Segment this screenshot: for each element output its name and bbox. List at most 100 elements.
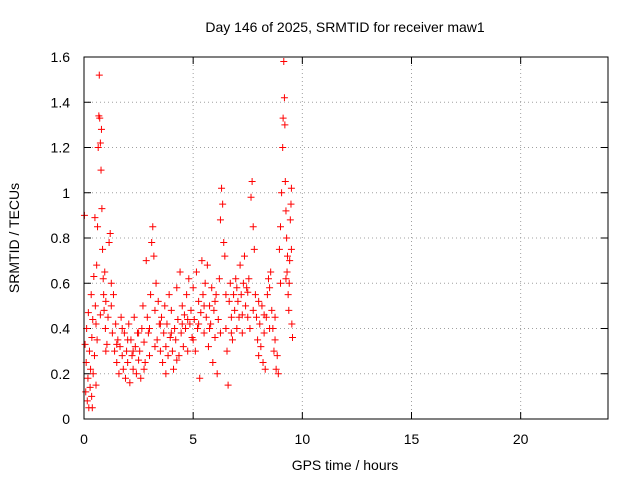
data-point xyxy=(208,284,216,292)
y-tick-label: 1.2 xyxy=(51,140,71,156)
data-point xyxy=(101,268,109,276)
data-point xyxy=(149,223,157,231)
data-point xyxy=(255,352,263,360)
data-point xyxy=(185,275,193,283)
data-point xyxy=(166,334,174,342)
data-point xyxy=(228,336,236,344)
data-point xyxy=(108,329,116,337)
data-point xyxy=(270,347,278,355)
data-point xyxy=(154,297,162,305)
grid-lines xyxy=(84,57,608,419)
data-point xyxy=(254,336,262,344)
data-point xyxy=(163,320,171,328)
data-point xyxy=(248,177,256,185)
data-point xyxy=(250,245,258,253)
data-point xyxy=(118,325,126,332)
data-point xyxy=(263,291,271,299)
data-point xyxy=(184,347,192,355)
data-point xyxy=(251,291,259,299)
data-point xyxy=(85,347,93,355)
data-point xyxy=(231,306,239,314)
data-point xyxy=(209,358,217,366)
data-point xyxy=(123,347,131,355)
data-point xyxy=(91,302,99,310)
data-point xyxy=(117,313,125,321)
data-point xyxy=(144,329,152,337)
y-tick-labels: 0 0.2 0.4 0.6 0.8 1 1.2 1.4 1.6 xyxy=(51,49,71,427)
data-point xyxy=(226,279,234,287)
data-point xyxy=(239,279,247,287)
y-axis-label: SRMTID / TECUs xyxy=(6,183,22,293)
data-point xyxy=(89,315,97,323)
data-point xyxy=(97,166,105,174)
data-point xyxy=(153,336,161,344)
data-point xyxy=(112,320,120,328)
data-point xyxy=(171,325,179,332)
y-tick-label: 0.8 xyxy=(51,230,71,246)
data-point xyxy=(280,94,288,102)
data-point xyxy=(142,257,150,265)
data-point xyxy=(179,343,187,351)
data-point xyxy=(156,320,164,328)
data-point xyxy=(97,125,105,133)
data-point xyxy=(258,302,266,310)
data-point xyxy=(220,239,228,247)
data-point xyxy=(285,279,293,287)
data-point xyxy=(140,365,148,373)
data-point xyxy=(186,320,194,328)
data-point xyxy=(192,268,200,276)
data-point xyxy=(136,347,144,355)
data-point xyxy=(287,245,295,253)
data-point xyxy=(102,297,110,305)
data-point xyxy=(140,338,148,346)
data-point xyxy=(120,329,128,337)
data-point xyxy=(280,58,288,66)
data-point xyxy=(288,320,296,328)
data-point xyxy=(83,397,91,405)
data-point xyxy=(100,306,108,314)
data-point xyxy=(189,284,197,292)
data-point xyxy=(168,347,176,355)
data-point xyxy=(249,306,257,314)
data-point xyxy=(172,336,180,344)
data-point xyxy=(273,352,281,360)
data-point xyxy=(207,320,215,328)
data-point xyxy=(211,334,219,342)
data-point xyxy=(287,184,295,192)
data-point xyxy=(278,189,286,197)
data-point xyxy=(213,370,221,378)
data-point xyxy=(99,275,107,283)
data-point xyxy=(147,291,155,299)
data-point xyxy=(214,315,222,323)
data-point xyxy=(286,216,294,224)
data-point xyxy=(173,284,181,292)
y-tick-label: 1.4 xyxy=(51,94,71,110)
data-point xyxy=(198,257,206,265)
data-point xyxy=(271,313,279,321)
data-point xyxy=(244,313,252,321)
data-point xyxy=(146,325,153,332)
data-point xyxy=(260,329,268,337)
data-point xyxy=(82,388,90,396)
data-point xyxy=(284,291,292,299)
data-point xyxy=(232,275,240,283)
data-point xyxy=(246,325,254,332)
x-tick-labels: 0 5 10 15 20 xyxy=(80,431,529,447)
data-point xyxy=(249,223,257,231)
data-point xyxy=(277,223,284,231)
data-point xyxy=(156,347,164,355)
data-point xyxy=(139,302,147,310)
data-point xyxy=(114,336,122,344)
data-point xyxy=(204,343,212,351)
data-point xyxy=(143,313,151,321)
data-point xyxy=(98,205,106,213)
data-point xyxy=(137,374,145,382)
data-point xyxy=(240,252,248,260)
data-point xyxy=(105,239,113,247)
data-point xyxy=(92,381,100,389)
data-point xyxy=(200,302,208,310)
data-point xyxy=(160,329,168,337)
data-point xyxy=(95,71,103,79)
data-point xyxy=(104,313,112,321)
data-point xyxy=(264,275,272,283)
